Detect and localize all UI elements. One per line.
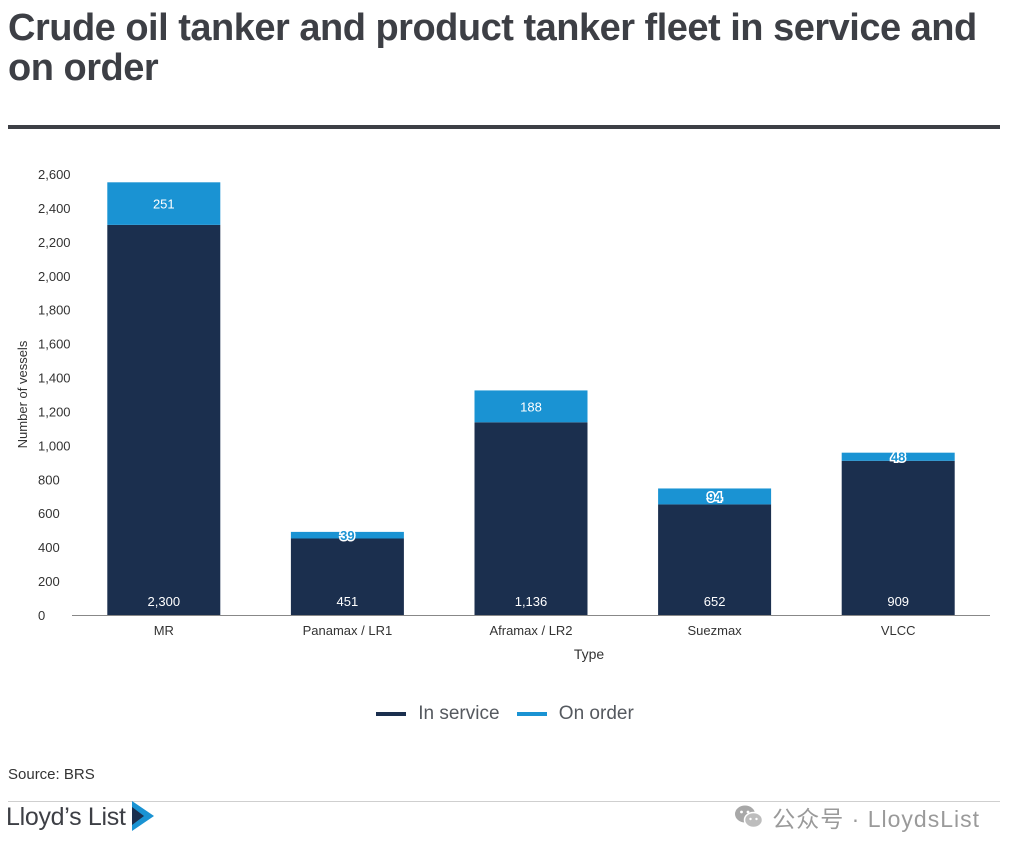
bar-on-order-vlcc: [841, 452, 955, 461]
data-label-in-service: 909: [887, 594, 909, 609]
y-tick-label: 1,600: [38, 337, 71, 352]
y-tick-label: 200: [38, 574, 60, 589]
data-label-on-order: 94: [707, 489, 722, 504]
data-label-in-service: 652: [704, 594, 726, 609]
footer-divider: [8, 801, 1000, 802]
legend: In service On order: [0, 700, 1010, 725]
wechat-watermark: 公众号 · LloydsList: [734, 800, 980, 834]
x-tick-label: Aframax / LR2: [489, 623, 572, 638]
legend-label-on-order: On order: [558, 703, 634, 724]
y-tick-label: 2,200: [38, 235, 71, 250]
x-tick-label: Suezmax: [687, 623, 742, 638]
y-tick-label: 1,400: [38, 371, 71, 386]
watermark-text: 公众号 · LloydsList: [772, 806, 980, 832]
x-tick-label: MR: [154, 623, 174, 638]
data-label-on-order: 48: [891, 450, 905, 465]
bar-on-order-panamax-lr1: [290, 531, 404, 539]
data-label-in-service: 451: [337, 594, 359, 609]
y-tick-label: 1,200: [38, 404, 71, 419]
data-label-in-service: 2,300: [148, 594, 181, 609]
wechat-icon: [735, 805, 764, 829]
y-tick-label: 600: [38, 506, 60, 521]
bar-in-service-suezmax: [658, 504, 772, 615]
legend-item-on-order[interactable]: On order: [516, 703, 634, 725]
x-axis-title: Type: [574, 646, 605, 662]
brand-mark-icon: [131, 800, 154, 831]
bar-in-service-panamax-lr1: [290, 538, 404, 615]
legend-swatch-in-service: [376, 712, 407, 716]
x-tick-label: VLCC: [881, 623, 916, 638]
chart-title: Crude oil tanker and product tanker flee…: [8, 7, 977, 89]
bar-in-service-vlcc: [841, 460, 955, 615]
brand-name: Lloyd’s List: [6, 803, 126, 831]
brand-logo: Lloyd’s List: [6, 800, 154, 832]
legend-item-in-service[interactable]: In service: [376, 703, 500, 725]
bar-on-order-aframax-lr2: [474, 390, 588, 423]
legend-label-in-service: In service: [418, 703, 500, 724]
data-label-in-service: 1,136: [515, 594, 548, 609]
data-label-on-order: 39: [340, 528, 354, 543]
x-tick-label: Panamax / LR1: [303, 623, 393, 638]
y-tick-label: 400: [38, 540, 60, 555]
y-tick-label: 2,000: [38, 269, 71, 284]
y-tick-label: 800: [38, 472, 60, 487]
y-tick-label: 1,800: [38, 303, 71, 318]
bar-in-service-mr: [107, 224, 221, 615]
stacked-bar-chart: 0 200 400 600 800 1,000 1,200 1,400 1,600 1,800 2,…: [15, 167, 990, 662]
bar-on-order-mr: [107, 182, 221, 225]
legend-swatch-on-order: [516, 712, 547, 716]
bar-in-service-aframax-lr2: [474, 422, 588, 615]
data-label-on-order: 188: [520, 399, 542, 414]
y-tick-label: 2,600: [38, 167, 71, 182]
source-note: Source: BRS: [8, 766, 95, 783]
y-tick-label: 2,400: [38, 201, 71, 216]
y-tick-label: 1,000: [38, 438, 71, 453]
y-axis-title: Number of vessels: [15, 340, 30, 448]
y-tick-label: 0: [38, 608, 45, 623]
title-divider: [8, 125, 1000, 129]
data-label-on-order: 251: [153, 197, 175, 212]
bar-on-order-suezmax: [658, 488, 772, 505]
